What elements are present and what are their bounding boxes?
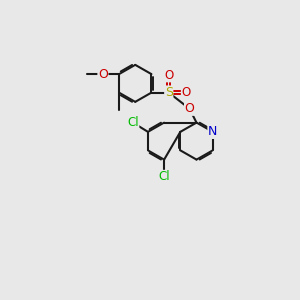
Text: N: N xyxy=(208,125,217,138)
Text: Cl: Cl xyxy=(158,170,170,183)
Text: S: S xyxy=(165,86,173,99)
Text: O: O xyxy=(98,68,108,81)
Text: Cl: Cl xyxy=(127,116,139,129)
Text: O: O xyxy=(182,86,191,99)
Text: O: O xyxy=(164,69,173,82)
Text: O: O xyxy=(184,102,194,115)
